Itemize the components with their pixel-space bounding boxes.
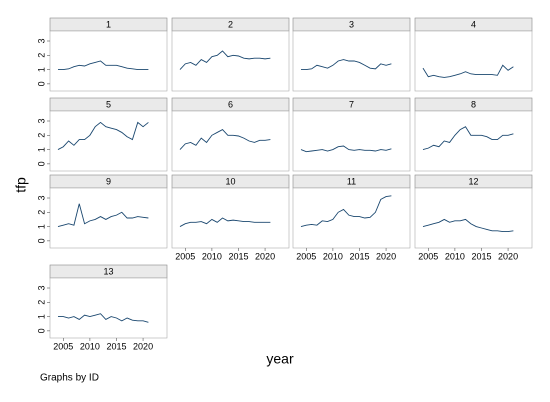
y-tick-label: 1	[36, 314, 46, 319]
line	[57, 313, 149, 323]
panel-title: 9	[106, 176, 111, 186]
plot-area	[292, 187, 411, 249]
plot-area	[414, 110, 533, 172]
y-tick-label: 3	[36, 285, 46, 290]
x-tick-label: 2010	[323, 251, 343, 261]
y-tick-label: 1	[36, 67, 46, 72]
y-tick-label: 3	[36, 195, 46, 200]
x-tick-label: 2015	[228, 251, 248, 261]
line	[57, 60, 149, 71]
y-tick-label: 3	[36, 38, 46, 43]
plot-area	[49, 30, 168, 92]
x-tick-label: 2005	[53, 341, 73, 351]
plot-area	[49, 110, 168, 172]
y-tick-label: 0	[36, 161, 46, 166]
y-tick-label: 2	[36, 210, 46, 215]
x-tick-label: 2020	[133, 341, 153, 351]
y-tick-label: 0	[36, 328, 46, 333]
x-tick-label: 2005	[175, 251, 195, 261]
line	[57, 203, 149, 228]
panel-title: 12	[468, 176, 478, 186]
panel-title: 11	[347, 176, 356, 186]
panel-title: 1	[106, 19, 111, 29]
y-tick-label: 0	[36, 81, 46, 86]
panel-title: 4	[471, 19, 476, 29]
x-tick-label: 2010	[445, 251, 465, 261]
line	[300, 145, 392, 153]
x-tick-label: 2005	[296, 251, 316, 261]
y-tick-label: 0	[36, 238, 46, 243]
y-tick-label: 2	[36, 300, 46, 305]
plot-area	[171, 110, 290, 172]
x-tick-label: 2020	[376, 251, 396, 261]
panel-title: 10	[225, 176, 235, 186]
line	[300, 59, 392, 71]
y-tick-label: 1	[36, 224, 46, 229]
y-tick-label: 2	[36, 133, 46, 138]
panel-title: 13	[103, 266, 113, 276]
panel-title: 2	[228, 19, 233, 29]
line	[422, 218, 514, 233]
line	[57, 121, 149, 150]
y-tick-label: 3	[36, 118, 46, 123]
y-axis-title: tfp	[13, 177, 29, 193]
plot-area	[49, 277, 168, 339]
line	[422, 126, 514, 151]
plot-area	[414, 30, 533, 92]
x-tick-label: 2010	[202, 251, 222, 261]
x-tick-label: 2020	[255, 251, 275, 261]
x-tick-label: 2015	[106, 341, 126, 351]
plot-area	[171, 30, 290, 92]
panel-title: 7	[349, 99, 354, 109]
x-tick-label: 2005	[418, 251, 438, 261]
y-tick-label: 1	[36, 147, 46, 152]
y-tick-label: 2	[36, 53, 46, 58]
x-tick-label: 2015	[349, 251, 369, 261]
line	[300, 195, 392, 228]
panel-title: 6	[228, 99, 233, 109]
panel-title: 3	[349, 19, 354, 29]
panel-title: 8	[471, 99, 476, 109]
x-tick-label: 2010	[80, 341, 100, 351]
x-axis-title: year	[266, 351, 294, 367]
line	[179, 217, 271, 227]
x-tick-label: 2020	[498, 251, 518, 261]
note: Graphs by ID	[40, 373, 99, 384]
line	[179, 129, 271, 150]
line	[422, 64, 514, 78]
line	[179, 50, 271, 70]
plot-area	[171, 187, 290, 249]
x-tick-label: 2015	[471, 251, 491, 261]
plot-area	[292, 110, 411, 172]
panel-title: 5	[106, 99, 111, 109]
plot-area	[414, 187, 533, 249]
